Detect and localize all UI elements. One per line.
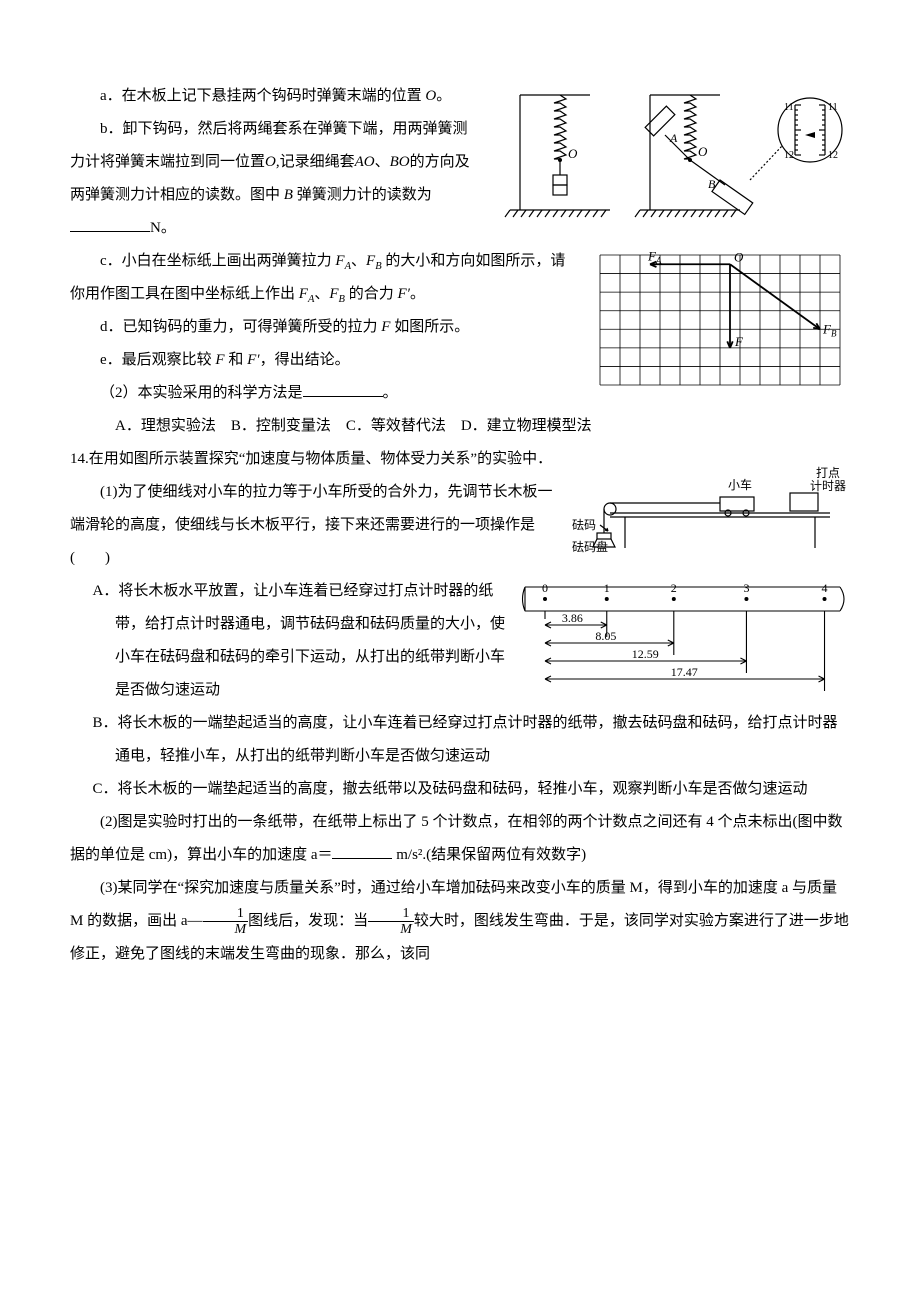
svg-text:4: 4 [822, 581, 828, 595]
svg-text:打点: 打点 [816, 466, 840, 480]
svg-text:11: 11 [828, 102, 838, 113]
svg-text:0: 0 [542, 581, 548, 595]
svg-text:小车: 小车 [728, 477, 752, 492]
svg-text:8.05: 8.05 [595, 629, 616, 643]
q14-2: (2)图是实验时打出的一条纸带，在纸带上标出了 5 个计数点，在相邻的两个计数点… [70, 806, 850, 872]
svg-text:2: 2 [671, 581, 677, 595]
blank-reading[interactable] [70, 215, 150, 233]
blank-accel[interactable] [332, 842, 392, 860]
tape-figure: 0 1 2 3 4 3.86 8.05 12.59 17.47 [520, 579, 850, 699]
svg-text:B: B [831, 328, 837, 338]
track-figure: 小车 打点计时器砝码砝码盘 [570, 463, 850, 553]
svg-text:17.47: 17.47 [671, 665, 698, 679]
svg-text:O: O [568, 146, 578, 161]
svg-text:砝码: 砝码 [572, 517, 596, 532]
svg-text:11: 11 [784, 102, 794, 113]
svg-text:砝码盘: 砝码盘 [572, 539, 608, 553]
svg-text:计时器: 计时器 [810, 479, 846, 493]
svg-text:12.59: 12.59 [632, 647, 659, 661]
q14-3: (3)某同学在“探究加速度与质量关系”时，通过给小车增加砝码来改变小车的质量 M… [70, 872, 850, 971]
svg-text:B: B [708, 177, 716, 191]
q14-optC: C．将长木板的一端垫起适当的高度，撤去纸带以及砝码盘和砝码，轻推小车，观察判断小… [93, 773, 851, 806]
svg-text:A: A [655, 255, 662, 265]
blank-method[interactable] [303, 380, 383, 398]
svg-text:1: 1 [604, 581, 610, 595]
svg-text:12: 12 [784, 150, 794, 161]
q13-options: A．理想实验法 B．控制变量法 C．等效替代法 D．建立物理模型法 [115, 410, 850, 443]
spring-figure: O O A B 11 11 12 12 [490, 80, 850, 230]
svg-text:A: A [669, 131, 678, 145]
svg-text:12: 12 [828, 150, 838, 161]
svg-text:O: O [698, 144, 708, 159]
svg-text:3: 3 [743, 581, 749, 595]
svg-text:O: O [734, 249, 744, 264]
q14-optB: B．将长木板的一端垫起适当的高度，让小车连着已经穿过打点计时器的纸带，撤去砝码盘… [93, 707, 851, 773]
svg-text:F: F [734, 334, 744, 349]
grid-figure: FAOFBF [590, 245, 850, 395]
svg-text:3.86: 3.86 [562, 611, 583, 625]
